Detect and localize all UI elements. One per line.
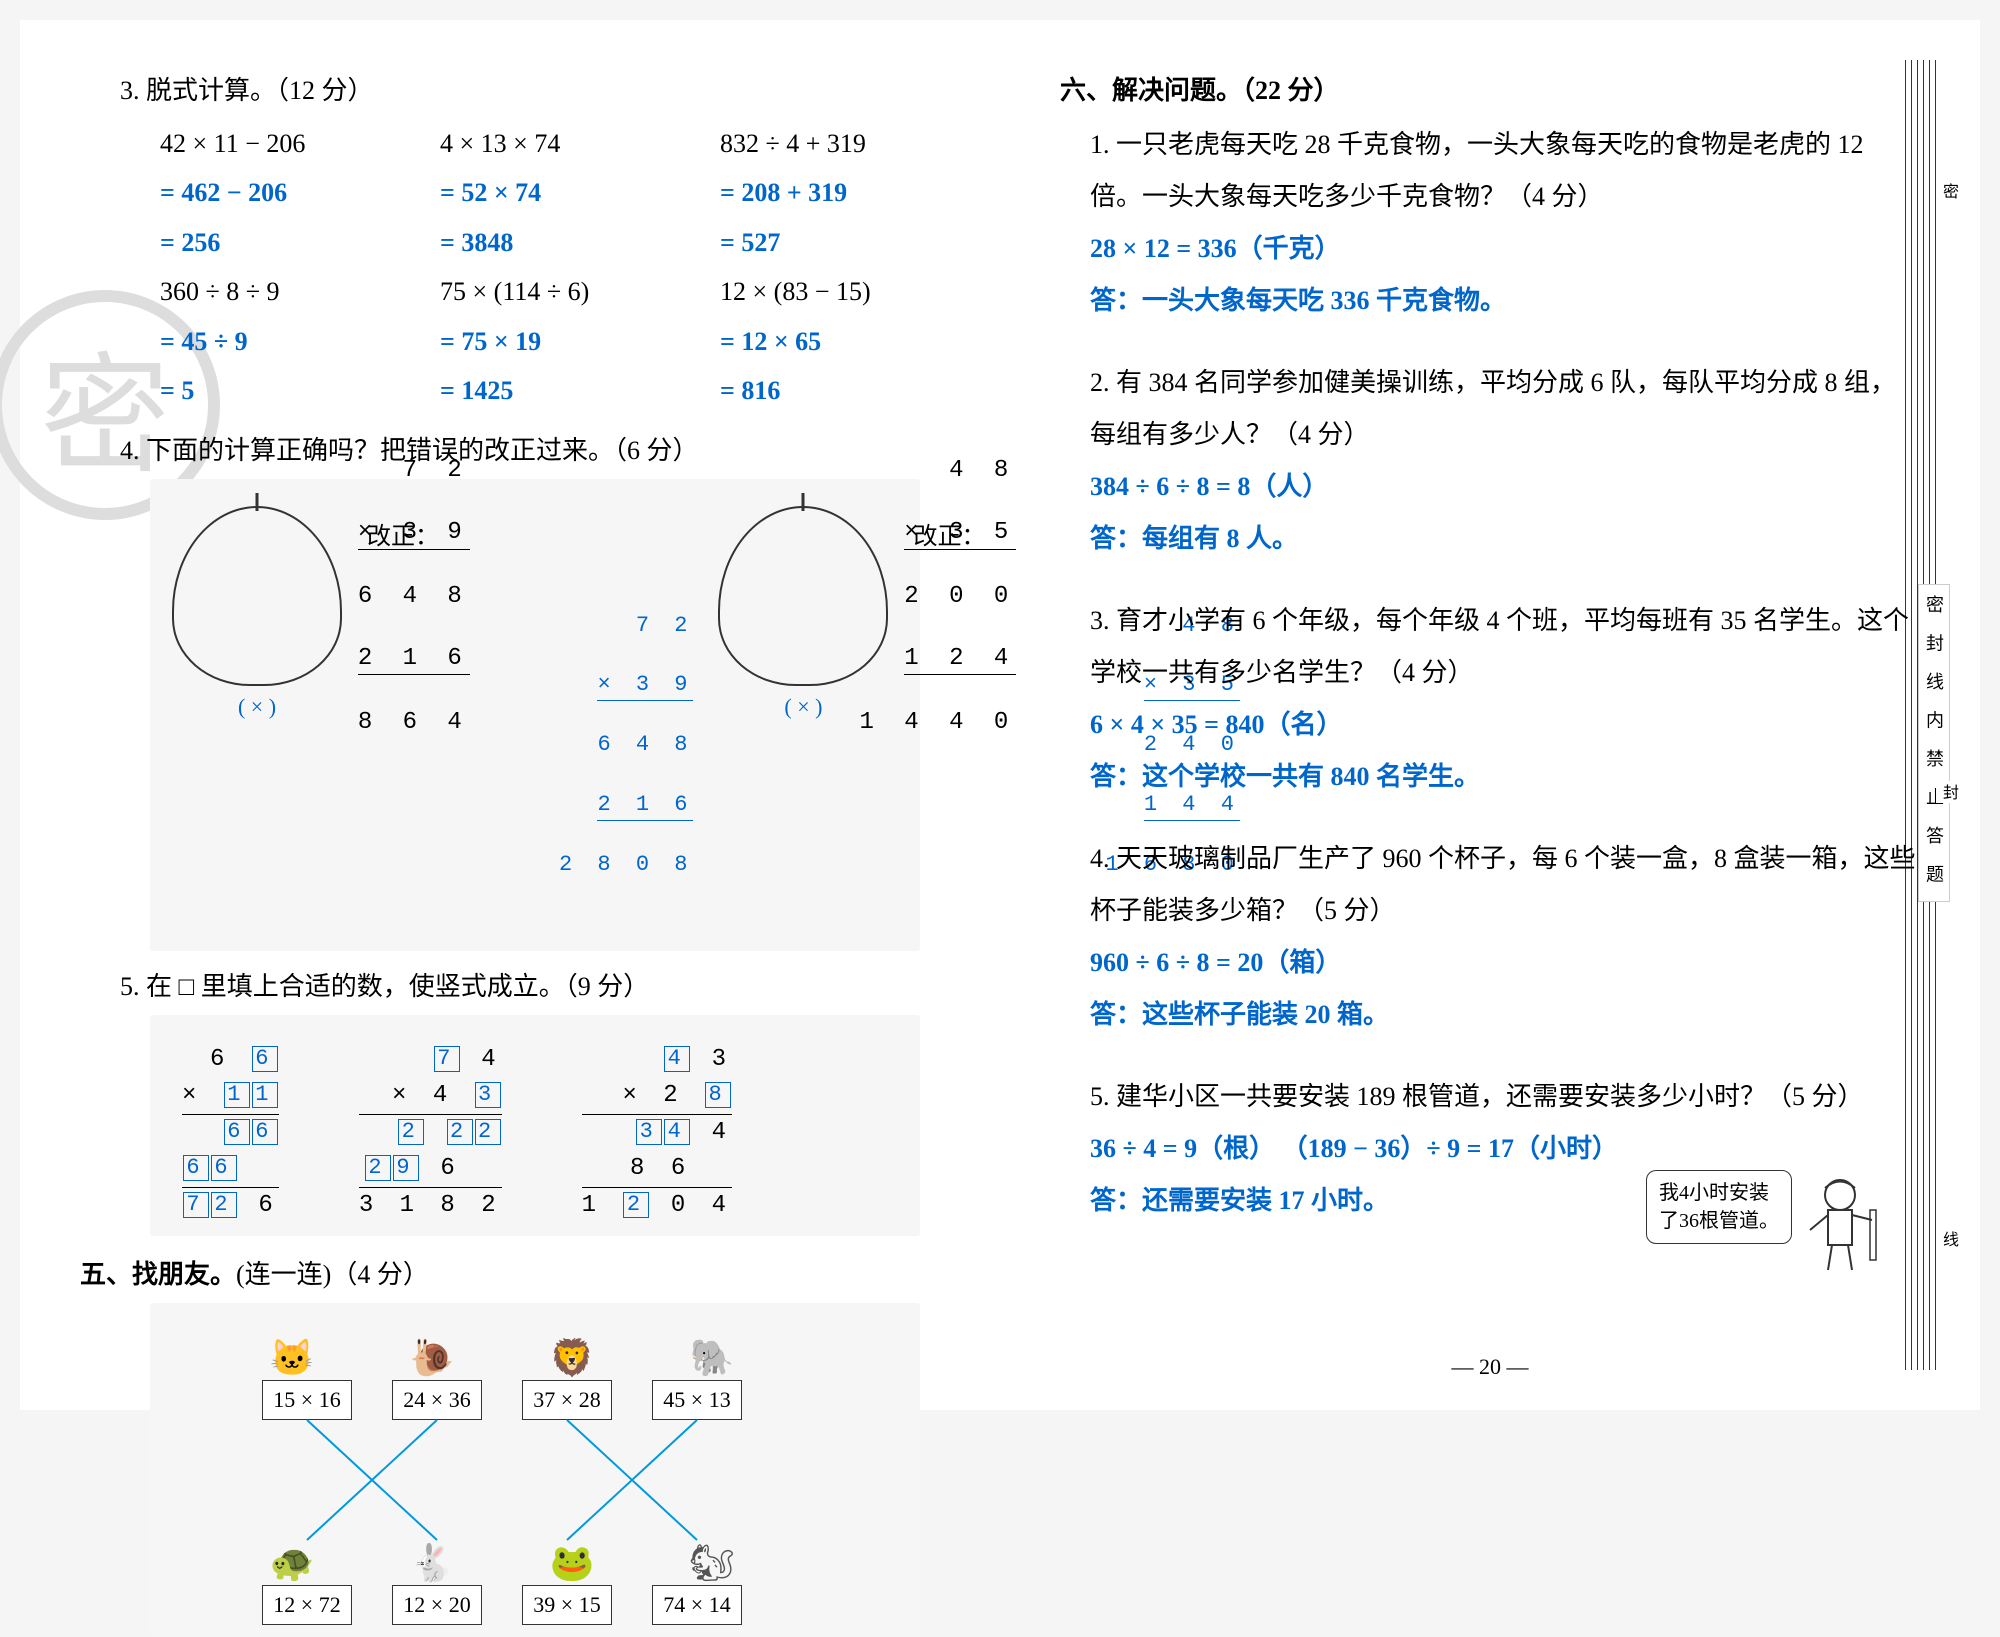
- top-expression-box: 45 × 13: [652, 1380, 742, 1420]
- problem-calculation: 28 × 12 = 336（千克）: [1090, 223, 1920, 275]
- top-expression-box: 24 × 36: [392, 1380, 482, 1420]
- problem-question: 1. 一只老虎每天吃 28 千克食物，一头大象每天吃的食物是老虎的 12 倍。一…: [1090, 119, 1920, 223]
- problem-question: 5. 建华小区一共要安装 189 根管道，还需要安装多少小时？（5 分）: [1090, 1071, 1920, 1123]
- s3-c1-s1: = 462 − 206: [160, 168, 380, 217]
- problem-question: 2. 有 384 名同学参加健美操训练，平均分成 6 队，每队平均分成 8 组，…: [1090, 357, 1920, 461]
- s3-c2-r1: = 75 × 19: [440, 317, 660, 366]
- sec5-c2: 7 4 × 4 3 2 22 29 6 3 1 8 2: [359, 1042, 502, 1224]
- bottom-animal-icon: 🐢: [262, 1540, 322, 1585]
- aA-n2: × 3 9: [358, 517, 470, 549]
- top-expression-box: 15 × 16: [262, 1380, 352, 1420]
- s3-c1-s2: = 256: [160, 218, 380, 267]
- problem-question: 4. 天天玻璃制品厂生产了 960 个杯子，每 6 个装一盒，8 盒装一箱，这些…: [1090, 833, 1920, 937]
- aB-r3: 1 4 4 0: [591, 707, 1017, 738]
- aA-r3: 8 6 4: [44, 707, 470, 738]
- aB-n1: 4 8: [591, 455, 1017, 486]
- match-area: 🐱 🐌 🦁 🐘 15 × 16 24 × 36 37 × 28 45 × 13 🐢 🐇 🐸 🐿 1…: [162, 1335, 742, 1625]
- aA-r2: 2 1 6: [358, 643, 470, 675]
- problem-answer: 答：每组有 8 人。: [1090, 513, 1920, 565]
- aB-r2: 1 2 4: [904, 643, 1016, 675]
- top-animal-icon: 🦁: [542, 1335, 602, 1380]
- sec-match-title: 五、找朋友。(连一连)（4 分）: [80, 1254, 940, 1291]
- top-animal-icon: 🐘: [682, 1335, 742, 1380]
- top-animal-icon: 🐌: [402, 1335, 462, 1380]
- top-expression-box: 37 × 28: [522, 1380, 612, 1420]
- problem-calculation: 384 ÷ 6 ÷ 8 = 8（人）: [1090, 461, 1920, 513]
- problem-calculation: 36 ÷ 4 = 9（根） （189 − 36）÷ 9 = 17（小时）: [1090, 1123, 1920, 1175]
- bottom-animal-icon: 🐇: [402, 1540, 462, 1585]
- problem-answer: 答：一头大象每天吃 336 千克食物。: [1090, 275, 1920, 327]
- problem-calculation: 6 × 4 × 35 = 840（名）: [1090, 699, 1920, 751]
- word-problem-item: 3. 育才小学有 6 个年级，每个年级 4 个班，平均每班有 35 名学生。这个…: [1060, 595, 1920, 803]
- problem-answer: 答：还需要安装 17 小时。: [1090, 1175, 1920, 1227]
- sec6-title: 六、解决问题。（22 分）: [1060, 70, 1920, 107]
- apple-calc-b: 4 8 × 3 5 2 0 0 1 2 4 1 4 4 0: [718, 506, 888, 686]
- problem-answer: 答：这个学校一共有 840 名学生。: [1090, 751, 1920, 803]
- aA-n1: 7 2: [44, 455, 470, 486]
- bottom-animal-icon: 🐿: [682, 1540, 742, 1585]
- bottom-expression-box: 12 × 72: [262, 1585, 352, 1625]
- problem-calculation: 960 ÷ 6 ÷ 8 = 20（箱）: [1090, 937, 1920, 989]
- sec3-title: 3. 脱式计算。（12 分）: [80, 70, 940, 107]
- bottom-expression-box: 39 × 15: [522, 1585, 612, 1625]
- bottom-expression-box: 74 × 14: [652, 1585, 742, 1625]
- aA-r1: 6 4 8: [44, 581, 470, 612]
- apple-calc-a: 7 2 × 3 9 6 4 8 2 1 6 8 6 4: [172, 506, 342, 686]
- s3-c3-r1: = 12 × 65: [720, 317, 940, 366]
- s3-c2-s2: = 3848: [440, 218, 660, 267]
- s3-c1-p: 42 × 11 − 206: [160, 119, 380, 168]
- sec5-title: 5. 在 □ 里填上合适的数，使竖式成立。（9 分）: [80, 966, 940, 1003]
- word-problem-item: 4. 天天玻璃制品厂生产了 960 个杯子，每 6 个装一盒，8 盒装一箱，这些…: [1060, 833, 1920, 1041]
- s3-c3-s1: = 208 + 319: [720, 168, 940, 217]
- bottom-animal-icon: 🐸: [542, 1540, 602, 1585]
- s3-c2-p: 4 × 13 × 74: [440, 119, 660, 168]
- s3-c3-s2: = 527: [720, 218, 940, 267]
- sec5-c3: 4 3 × 2 8 34 4 8 6 1 2 0 4: [582, 1042, 732, 1224]
- problem-answer: 答：这些杯子能装 20 箱。: [1090, 989, 1920, 1041]
- page-num-right: — 20 —: [1452, 1354, 1529, 1380]
- s3-c3-p: 832 ÷ 4 + 319: [720, 119, 940, 168]
- word-problem-item: 1. 一只老虎每天吃 28 千克食物，一头大象每天吃的食物是老虎的 12 倍。一…: [1060, 119, 1920, 327]
- problem-question: 3. 育才小学有 6 个年级，每个年级 4 个班，平均每班有 35 名学生。这个…: [1090, 595, 1920, 699]
- s3-c3-q: 12 × (83 − 15): [720, 267, 940, 316]
- aB-r1: 2 0 0: [591, 581, 1017, 612]
- aB-n2: × 3 5: [904, 517, 1016, 549]
- word-problem-item: 2. 有 384 名同学参加健美操训练，平均分成 6 队，每队平均分成 8 组，…: [1060, 357, 1920, 565]
- top-animal-icon: 🐱: [262, 1335, 322, 1380]
- s3-c2-s1: = 52 × 74: [440, 168, 660, 217]
- bottom-expression-box: 12 × 20: [392, 1585, 482, 1625]
- fA-r3: 2 8 0 8: [367, 850, 693, 880]
- s3-c2-q: 75 × (114 ÷ 6): [440, 267, 660, 316]
- s3-c1-q: 360 ÷ 8 ÷ 9: [160, 267, 380, 316]
- s3-c1-r1: = 45 ÷ 9: [160, 317, 380, 366]
- sec5-c1: 6 6 × 11 66 66 72 6: [182, 1042, 279, 1224]
- word-problem-item: 5. 建华小区一共要安装 189 根管道，还需要安装多少小时？（5 分）36 ÷…: [1060, 1071, 1920, 1227]
